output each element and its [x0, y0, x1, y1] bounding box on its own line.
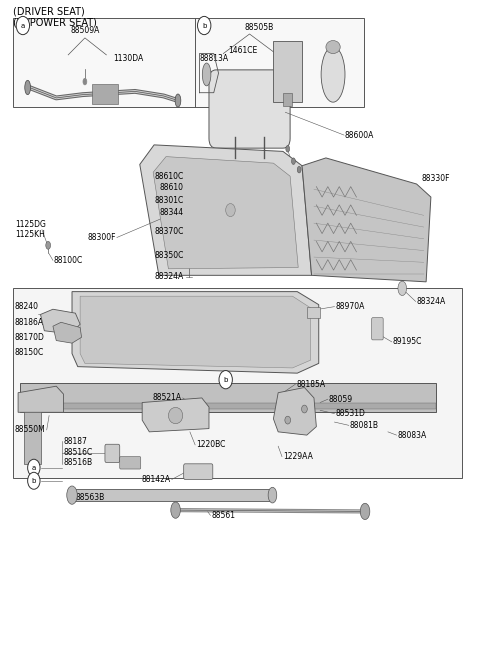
Text: 88081B: 88081B: [350, 421, 379, 430]
Text: 88509A: 88509A: [70, 26, 99, 35]
Text: b: b: [202, 22, 206, 29]
Text: 88059: 88059: [329, 395, 353, 403]
FancyBboxPatch shape: [120, 457, 141, 469]
Bar: [13, 18, 364, 107]
Polygon shape: [80, 296, 311, 368]
Ellipse shape: [25, 81, 31, 95]
Text: 88561: 88561: [211, 511, 235, 520]
Polygon shape: [18, 386, 63, 412]
Text: 88324A: 88324A: [417, 297, 446, 306]
Circle shape: [198, 16, 211, 35]
Text: 88187: 88187: [63, 437, 87, 446]
Text: 88350C: 88350C: [154, 252, 184, 260]
Polygon shape: [142, 398, 209, 432]
Text: 88324A: 88324A: [155, 272, 184, 281]
Text: 88186A: 88186A: [15, 318, 44, 327]
Text: 1130DA: 1130DA: [114, 54, 144, 64]
Polygon shape: [302, 158, 431, 282]
Bar: [13, 288, 462, 477]
Text: 88240: 88240: [15, 302, 39, 311]
Bar: [21, 383, 436, 412]
Bar: [72, 489, 273, 501]
Text: 88100C: 88100C: [54, 256, 83, 265]
Ellipse shape: [285, 416, 290, 424]
Circle shape: [28, 459, 40, 476]
Text: 88516C: 88516C: [63, 447, 93, 457]
Ellipse shape: [175, 94, 181, 107]
Ellipse shape: [202, 63, 211, 86]
Text: 88505B: 88505B: [244, 23, 274, 32]
Text: 88142A: 88142A: [142, 475, 171, 484]
Text: 88550M: 88550M: [15, 425, 46, 434]
Ellipse shape: [46, 242, 50, 250]
Text: 88970A: 88970A: [336, 302, 365, 311]
Polygon shape: [72, 291, 319, 373]
FancyBboxPatch shape: [372, 318, 383, 340]
Text: 88150C: 88150C: [15, 348, 44, 357]
Text: 88521A: 88521A: [153, 394, 182, 402]
Bar: [24, 405, 41, 464]
Text: 88563B: 88563B: [75, 493, 105, 502]
Polygon shape: [274, 388, 316, 435]
FancyBboxPatch shape: [209, 70, 290, 148]
Text: (DRIVER SEAT): (DRIVER SEAT): [13, 7, 85, 16]
Text: 1220BC: 1220BC: [196, 440, 226, 449]
FancyBboxPatch shape: [105, 444, 120, 462]
Bar: [21, 403, 436, 409]
Text: 88610: 88610: [160, 183, 184, 193]
Text: 1461CE: 1461CE: [228, 46, 257, 55]
Bar: [92, 84, 118, 103]
Ellipse shape: [326, 41, 340, 54]
Text: 88813A: 88813A: [199, 54, 228, 64]
Text: 88370C: 88370C: [154, 227, 184, 236]
Text: a: a: [32, 465, 36, 471]
Text: 88300F: 88300F: [87, 233, 116, 242]
Ellipse shape: [168, 407, 183, 424]
Text: 89195C: 89195C: [393, 337, 422, 346]
Text: 88600A: 88600A: [345, 130, 374, 140]
Text: b: b: [32, 477, 36, 484]
Circle shape: [16, 16, 30, 35]
Text: 88610C: 88610C: [155, 172, 184, 181]
Bar: [307, 307, 320, 318]
Ellipse shape: [297, 166, 301, 173]
Text: 88185A: 88185A: [296, 380, 325, 389]
Circle shape: [28, 472, 40, 489]
Polygon shape: [40, 309, 80, 334]
Ellipse shape: [360, 503, 370, 519]
Text: (W/POWER SEAT): (W/POWER SEAT): [13, 18, 97, 28]
Ellipse shape: [286, 145, 289, 152]
Text: 88344: 88344: [159, 208, 184, 217]
Ellipse shape: [67, 486, 77, 504]
Bar: [274, 41, 302, 102]
Text: 88516B: 88516B: [63, 458, 93, 467]
Ellipse shape: [398, 281, 407, 295]
Text: 1125DG: 1125DG: [15, 220, 46, 229]
Text: 1229AA: 1229AA: [283, 452, 313, 461]
Circle shape: [226, 204, 235, 217]
Text: 88531D: 88531D: [336, 409, 365, 418]
Polygon shape: [53, 322, 82, 343]
Ellipse shape: [268, 487, 277, 503]
Circle shape: [219, 371, 232, 389]
Ellipse shape: [301, 405, 307, 413]
Text: b: b: [224, 377, 228, 383]
Ellipse shape: [291, 158, 295, 164]
Polygon shape: [153, 157, 298, 269]
Text: 88170D: 88170D: [15, 333, 45, 342]
Ellipse shape: [171, 502, 180, 518]
Text: 88301C: 88301C: [155, 196, 184, 205]
Text: 1125KH: 1125KH: [15, 231, 45, 239]
FancyBboxPatch shape: [184, 464, 213, 479]
Text: 88330F: 88330F: [421, 174, 450, 183]
Text: 88083A: 88083A: [397, 430, 427, 440]
Ellipse shape: [321, 47, 345, 102]
Bar: [283, 93, 292, 105]
Ellipse shape: [83, 79, 87, 85]
Text: a: a: [21, 22, 25, 29]
Polygon shape: [140, 145, 312, 275]
